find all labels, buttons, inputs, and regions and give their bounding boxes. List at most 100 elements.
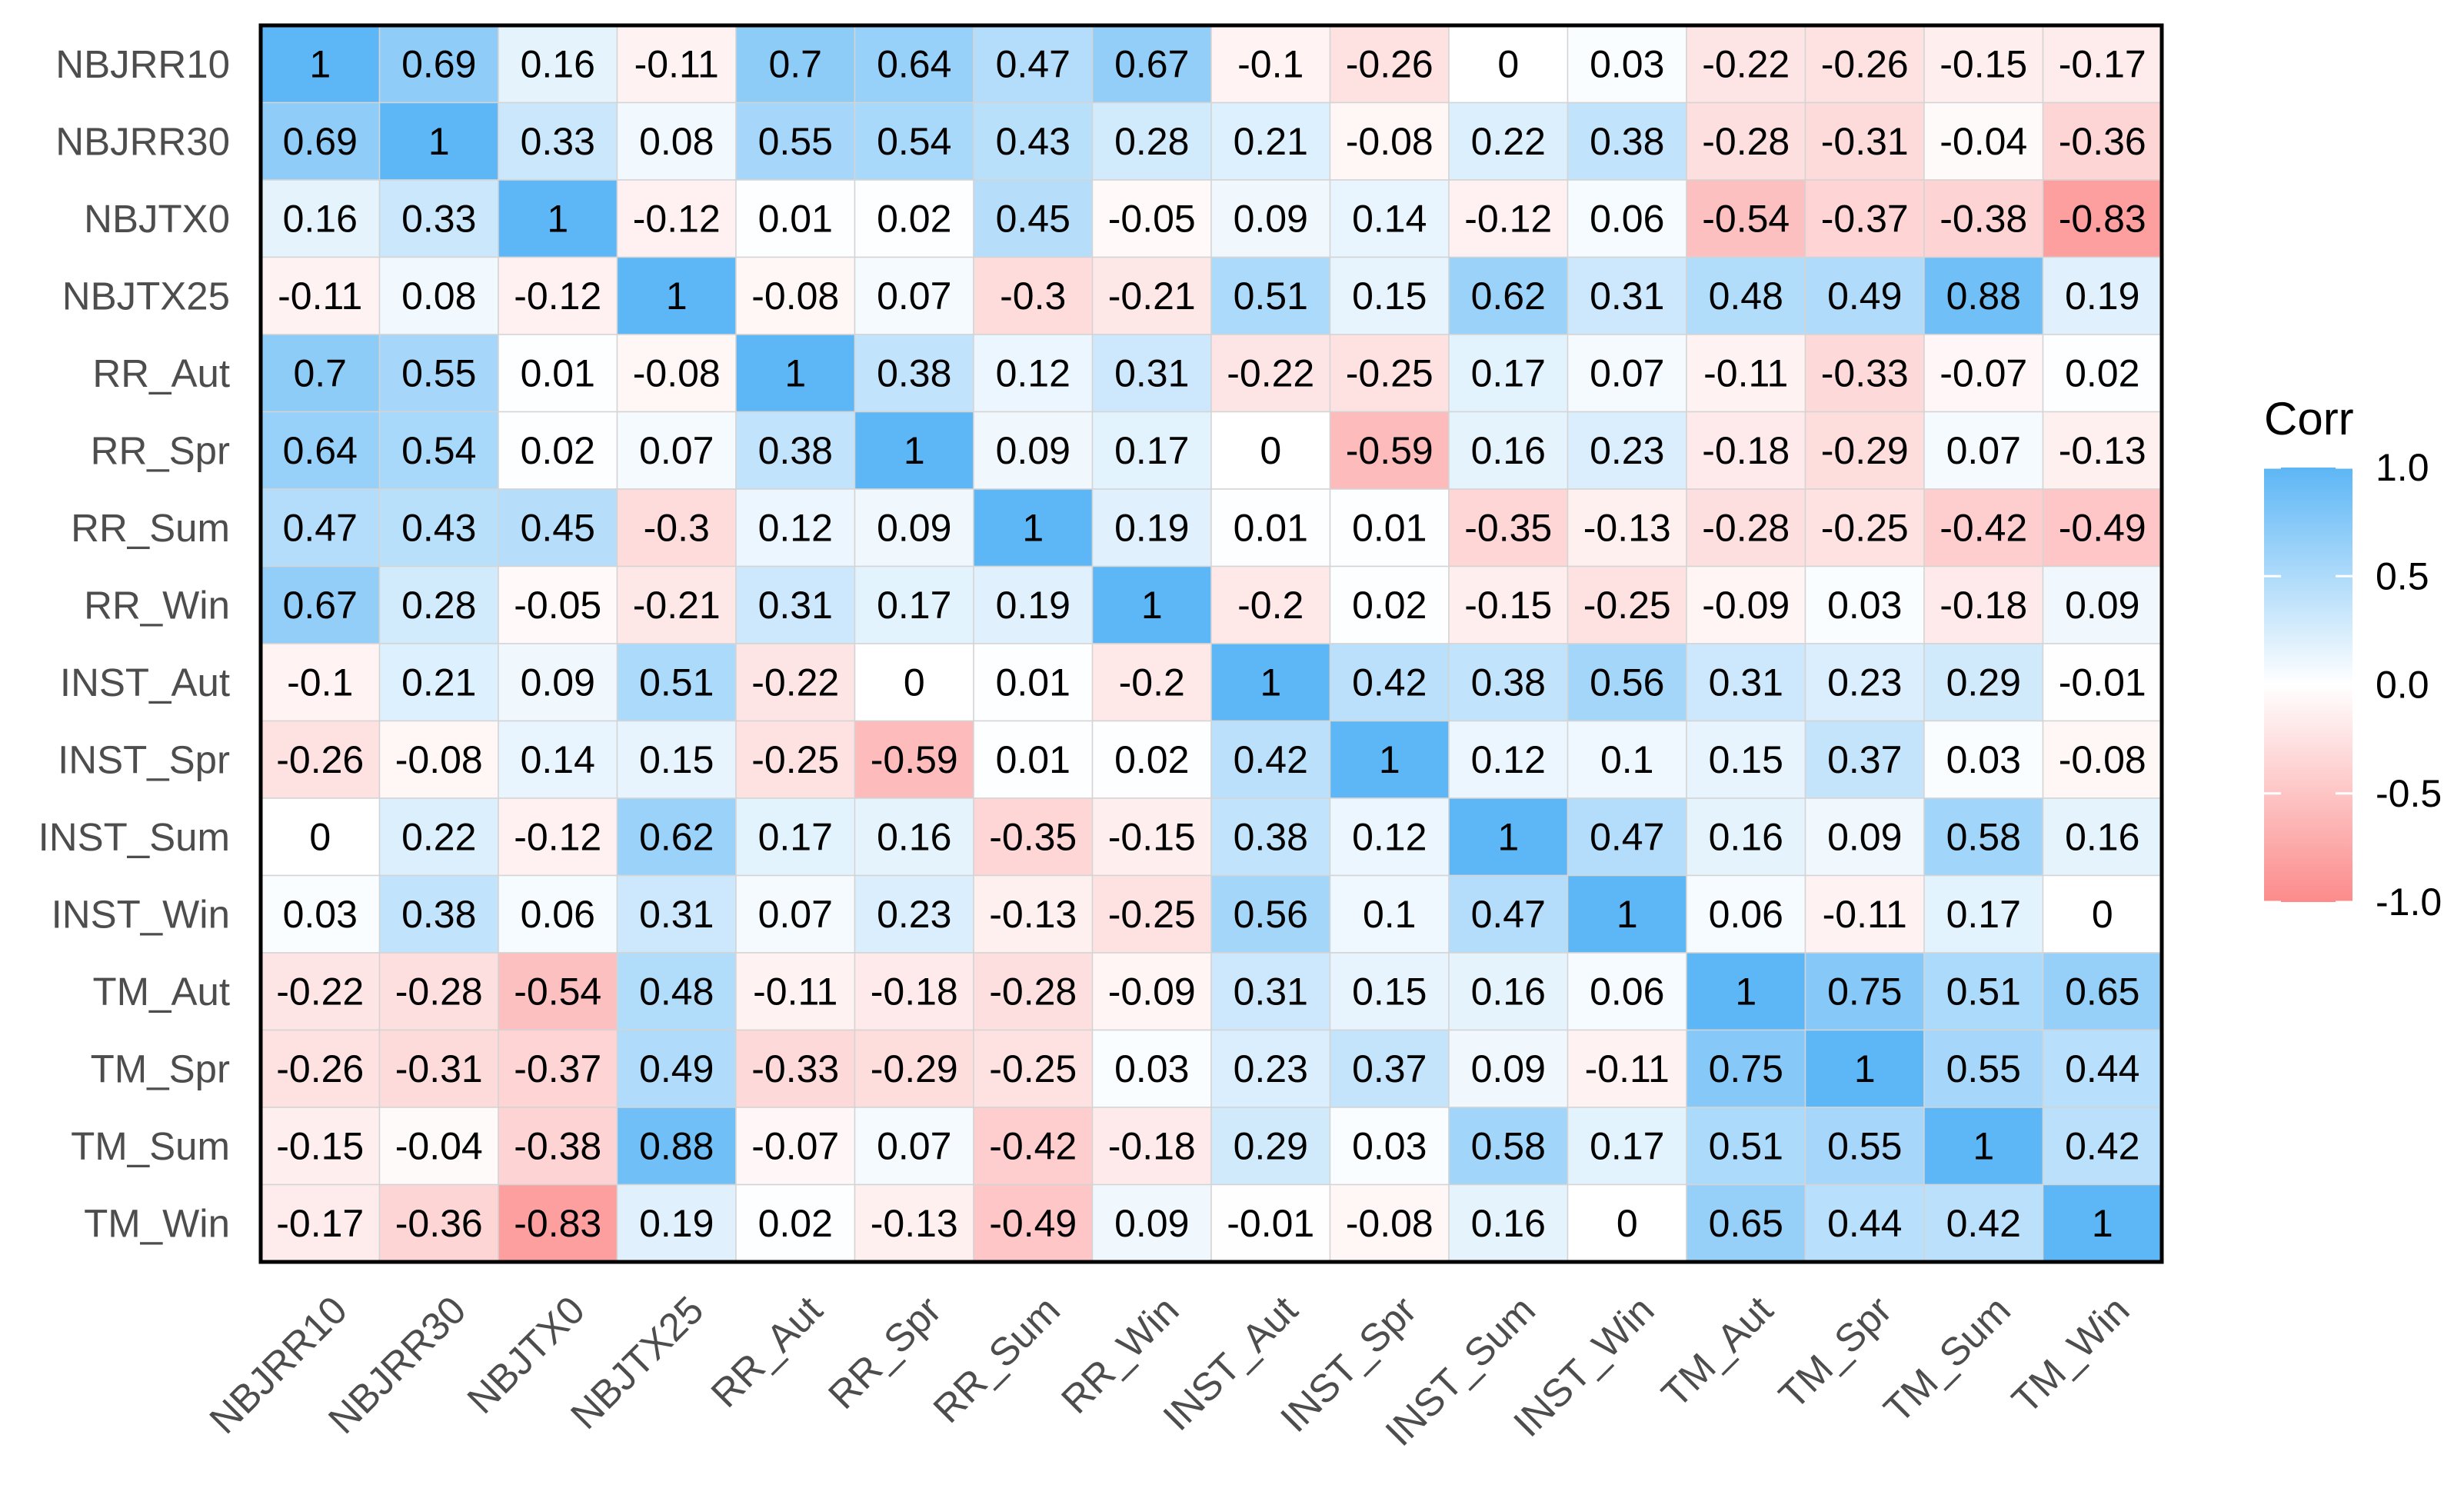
cell-value: 0.51 (1946, 970, 2021, 1013)
cell-value: -0.18 (1940, 584, 2027, 627)
cell-value: -0.2 (1237, 584, 1304, 627)
cell-value: 0.29 (1946, 661, 2021, 704)
heatmap-cell (1804, 565, 1925, 644)
cell-value: -0.26 (276, 1047, 364, 1090)
heatmap-cell (498, 411, 618, 490)
cell-value: -0.07 (1940, 351, 2027, 394)
heatmap-cell (1686, 334, 1806, 413)
cell-value: 0.19 (1114, 506, 1189, 549)
heatmap-cell (1448, 179, 1569, 258)
cell-value: -0.25 (989, 1047, 1077, 1090)
cell-value: -0.13 (2059, 429, 2146, 472)
cell-value: 0.42 (1946, 1202, 2021, 1245)
legend-tick-label: 0.0 (2376, 664, 2429, 707)
heatmap-cell (1448, 1107, 1569, 1186)
cell-value: 0.49 (1827, 275, 1902, 318)
cell-value: 0.48 (639, 970, 714, 1013)
heatmap-cell (1686, 797, 1806, 877)
cell-value: 0.14 (1352, 197, 1427, 240)
cell-value: -0.22 (1227, 351, 1314, 394)
cell-value: -0.59 (1346, 429, 1433, 472)
cell-value: -0.1 (1237, 42, 1304, 85)
heatmap-cell (735, 102, 856, 181)
cell-value: -0.05 (1108, 197, 1196, 240)
cell-value: 0.38 (877, 351, 951, 394)
cell-value: 0.55 (1946, 1047, 2021, 1090)
heatmap-cell (1686, 25, 1806, 104)
cell-value: 0.16 (1709, 815, 1783, 858)
heatmap-cell (1923, 952, 2044, 1031)
row-label: RR_Win (84, 583, 230, 627)
cell-value: 0.45 (996, 197, 1071, 240)
heatmap-cell (1091, 411, 1212, 490)
heatmap-cell (498, 1029, 618, 1108)
heatmap-cell (1923, 488, 2044, 568)
cell-value: 0.43 (401, 506, 476, 549)
cell-value: 0.01 (996, 738, 1071, 781)
heatmap-cell (1804, 1029, 1925, 1108)
cell-value: 1 (2092, 1202, 2113, 1245)
cell-value: 0.12 (758, 506, 833, 549)
heatmap-cell (1210, 411, 1331, 490)
heatmap-cell (973, 411, 1094, 490)
heatmap-cell (854, 488, 974, 568)
heatmap-cell (260, 643, 381, 722)
heatmap-cell (973, 565, 1094, 644)
heatmap-cell (498, 565, 618, 644)
cell-value: -0.49 (989, 1202, 1077, 1245)
cell-value: 0.07 (639, 429, 714, 472)
cell-value: 0.16 (1471, 1202, 1546, 1245)
cell-value: -0.2 (1119, 661, 1185, 704)
cell-value: 0.67 (283, 584, 358, 627)
heatmap-cell (616, 720, 737, 799)
cell-value: 0.16 (1471, 429, 1546, 472)
heatmap-cell (2042, 411, 2163, 490)
cell-value: 0.17 (877, 584, 951, 627)
heatmap-cell (1567, 488, 1687, 568)
cell-value: 0.47 (283, 506, 358, 549)
heatmap-cell (854, 565, 974, 644)
heatmap-cell (1567, 720, 1687, 799)
heatmap-cell (1923, 1183, 2044, 1263)
cell-value: 0.62 (1471, 275, 1546, 318)
cell-value: 1 (1973, 1124, 1994, 1167)
cell-value: 0 (309, 815, 331, 858)
heatmap-cell (498, 256, 618, 335)
cell-value: 0.42 (1352, 661, 1427, 704)
cell-value: 0 (1497, 42, 1519, 85)
cell-value: -0.15 (1464, 584, 1552, 627)
row-label: RR_Spr (91, 428, 230, 472)
heatmap-cell (735, 874, 856, 954)
cell-value: 1 (1022, 506, 1044, 549)
heatmap-cell (378, 874, 499, 954)
cell-value: 0.17 (1114, 429, 1189, 472)
cell-value: 0.65 (2065, 970, 2139, 1013)
heatmap-cell (498, 488, 618, 568)
cell-value: 0.16 (283, 197, 358, 240)
heatmap-cell (1329, 334, 1450, 413)
legend-tick-label: 1.0 (2376, 446, 2429, 489)
heatmap-cell (735, 720, 856, 799)
heatmap-cells (260, 25, 2163, 1263)
heatmap-cell (1804, 952, 1925, 1031)
cell-value: -0.42 (1940, 506, 2027, 549)
heatmap-cell (616, 334, 737, 413)
cell-value: -0.08 (633, 351, 721, 394)
row-label: TM_Win (84, 1201, 230, 1245)
heatmap-cell (973, 256, 1094, 335)
cell-value: 0.31 (1590, 275, 1664, 318)
heatmap-cell (1567, 797, 1687, 877)
cell-value: -0.36 (395, 1202, 483, 1245)
heatmap-cell (1923, 1029, 2044, 1108)
cell-value: -0.29 (871, 1047, 958, 1090)
heatmap-cell (1329, 25, 1450, 104)
heatmap-cell (378, 797, 499, 877)
cell-value: 0 (1260, 429, 1281, 472)
cell-value: -0.18 (871, 970, 958, 1013)
heatmap-cell (616, 643, 737, 722)
cell-value: -0.05 (514, 584, 601, 627)
heatmap-cell (1567, 411, 1687, 490)
heatmap-cell (1329, 1183, 1450, 1263)
heatmap-cell (1091, 720, 1212, 799)
cell-value: 0.15 (639, 738, 714, 781)
